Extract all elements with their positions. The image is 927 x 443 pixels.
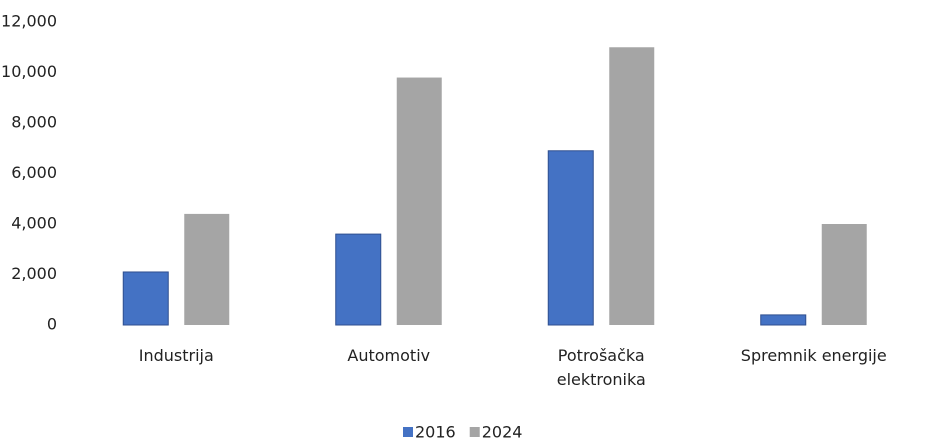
bar <box>821 224 867 325</box>
legend-label: 2024 <box>482 423 523 442</box>
bar <box>184 213 230 325</box>
y-tick-label: 0 <box>47 315 57 334</box>
legend-swatch <box>403 427 413 437</box>
legend-swatch <box>469 427 480 437</box>
x-tick-label: Industrija <box>138 346 214 365</box>
y-tick-label: 6,000 <box>11 163 57 182</box>
bar <box>547 150 594 326</box>
bar <box>335 233 382 326</box>
y-tick-label: 2,000 <box>11 264 57 283</box>
x-tick-label: Spremnik energije <box>740 346 887 365</box>
bar <box>609 47 655 325</box>
bar <box>122 271 169 326</box>
x-tick-label: Potrošačka elektronika <box>556 346 646 389</box>
y-tick-label: 8,000 <box>11 113 57 132</box>
bar <box>760 314 807 326</box>
y-tick-label: 4,000 <box>11 214 57 233</box>
y-tick-label: 10,000 <box>1 62 57 81</box>
legend-label: 2016 <box>415 423 456 442</box>
bar <box>396 77 442 325</box>
y-tick-label: 12,000 <box>1 12 57 31</box>
x-tick-label: Automotiv <box>347 346 431 365</box>
